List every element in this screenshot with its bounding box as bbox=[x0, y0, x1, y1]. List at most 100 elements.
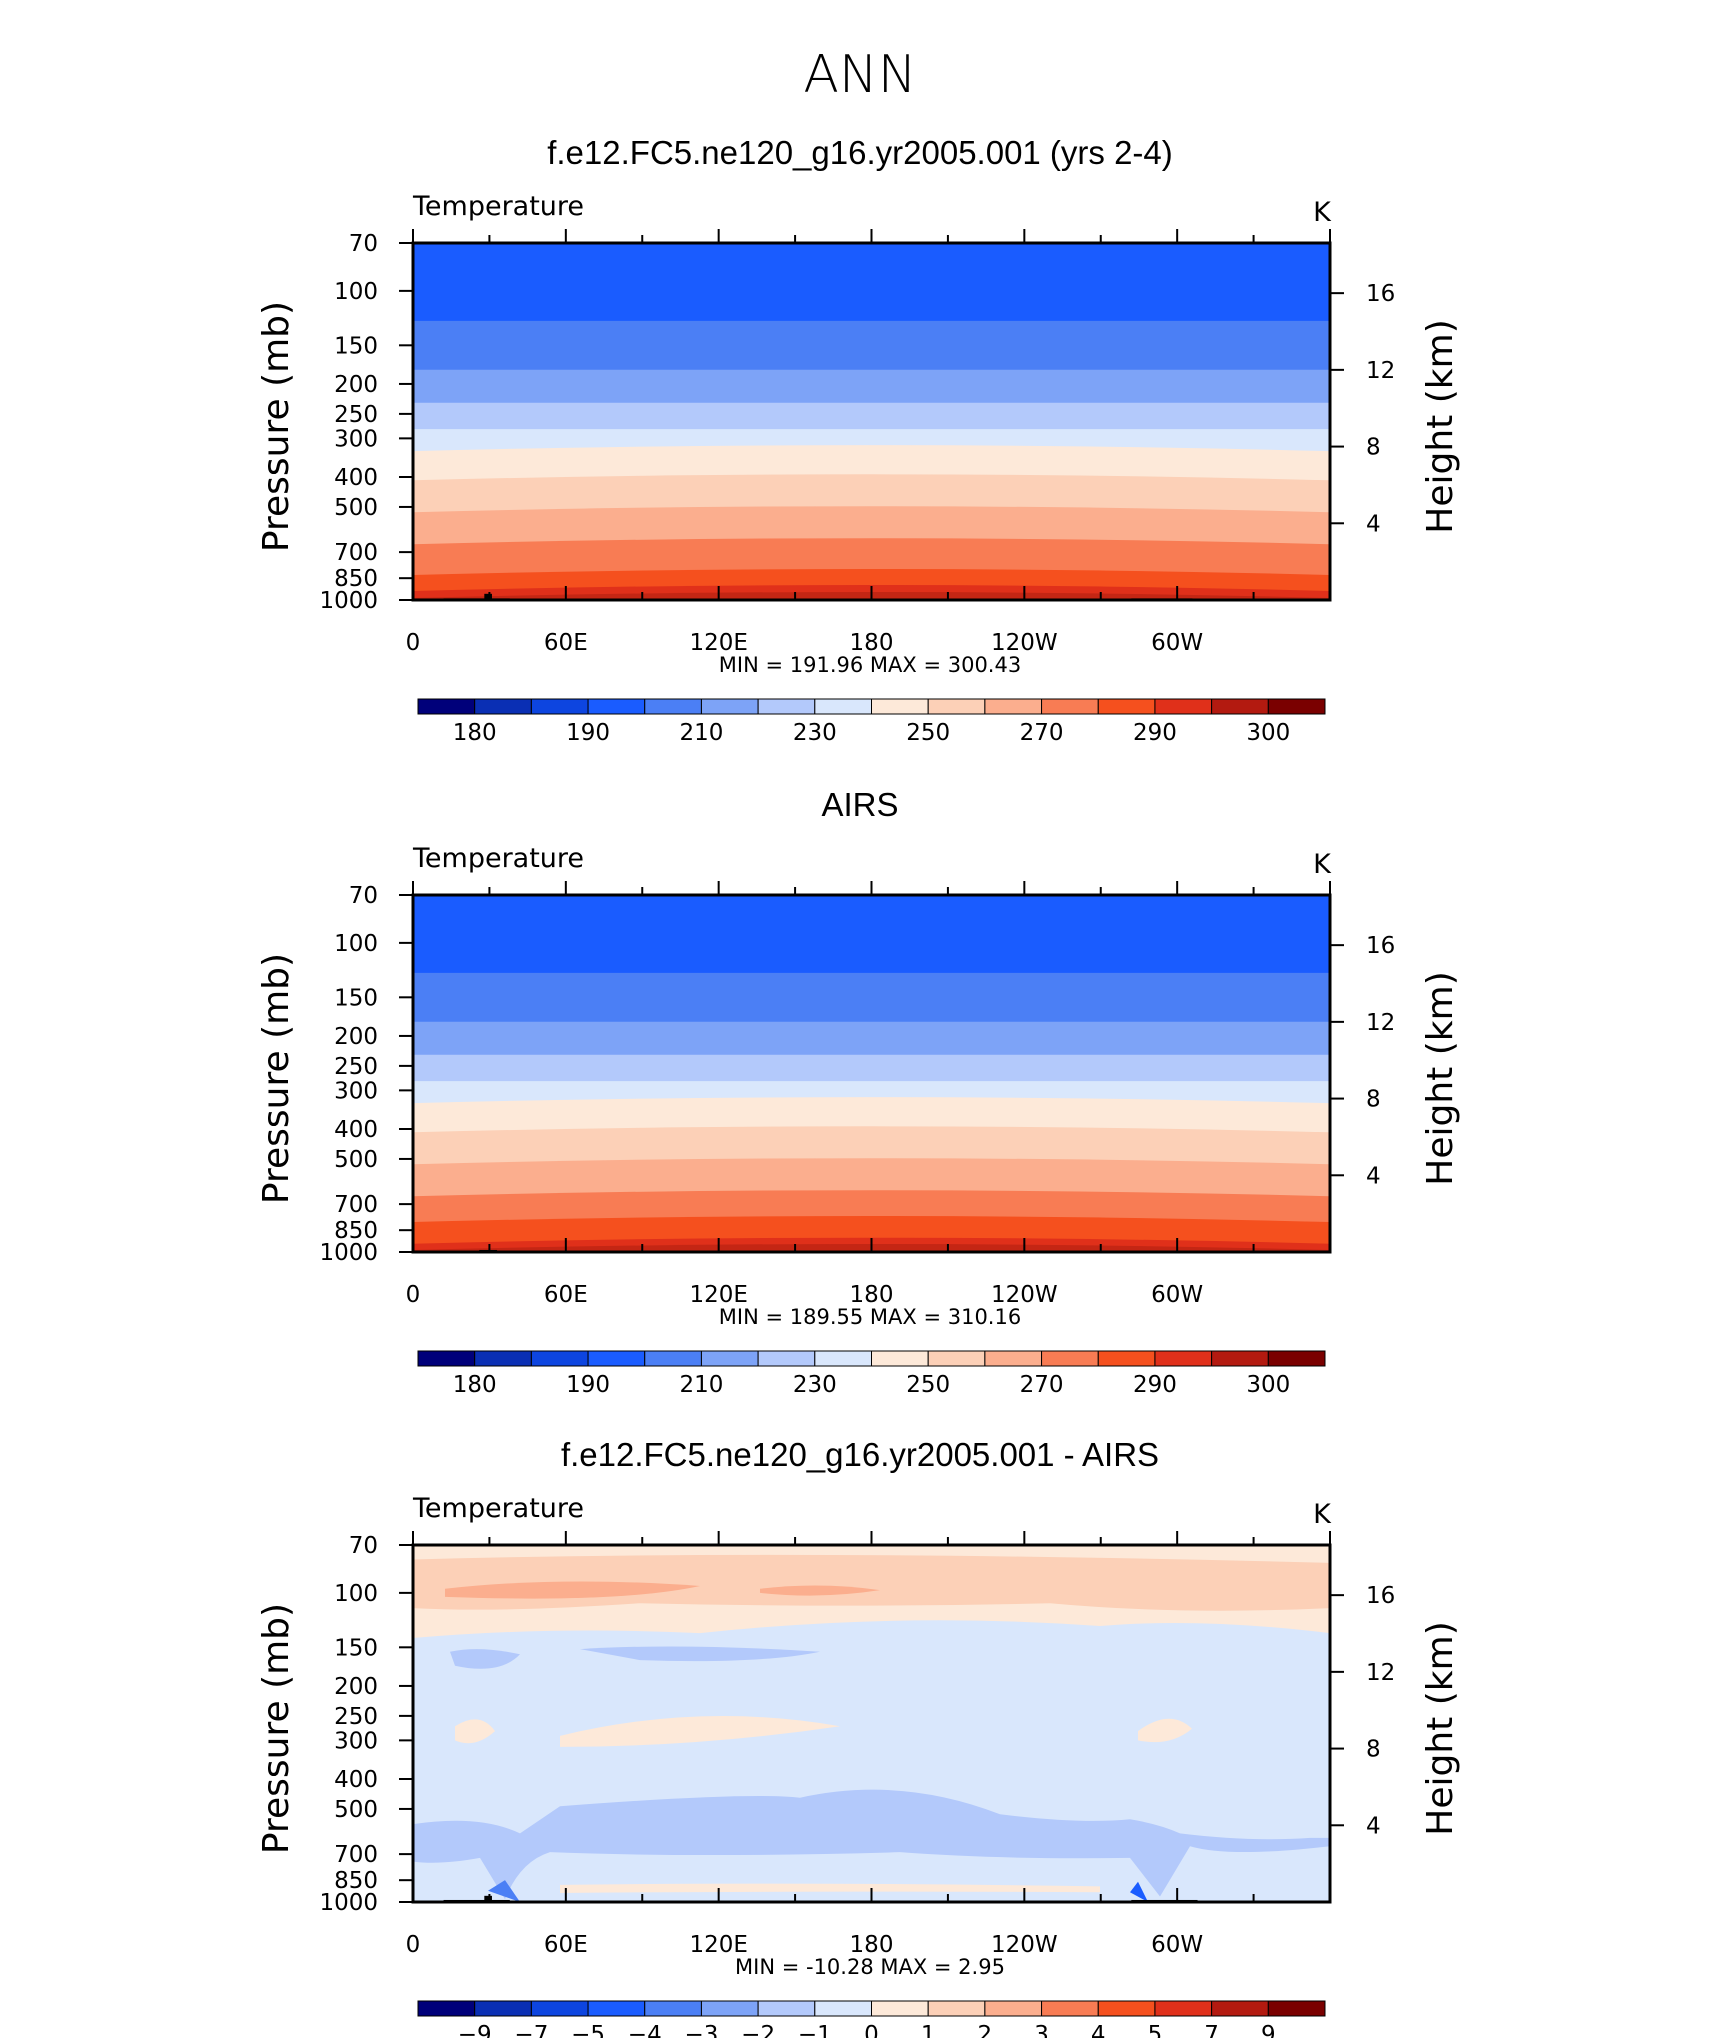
colorbar-label: 9 bbox=[1261, 2022, 1276, 2038]
panel-title: f.e12.FC5.ne120_g16.yr2005.001 (yrs 2-4) bbox=[547, 134, 1173, 171]
colorbar-swatch bbox=[1154, 2000, 1213, 2017]
contour-band bbox=[450, 1649, 520, 1669]
colorbar-swatch bbox=[814, 2000, 872, 2017]
y2-tick-label: 4 bbox=[1366, 511, 1381, 537]
colorbar-swatch bbox=[757, 1350, 816, 1367]
colorbar-swatch bbox=[530, 698, 589, 715]
colorbar-swatch bbox=[984, 1350, 1043, 1367]
colorbar-label: −4 bbox=[628, 2022, 662, 2038]
colorbar-label: 0 bbox=[864, 2022, 879, 2038]
x-tick-label: 120E bbox=[689, 630, 747, 656]
units-label: K bbox=[1313, 849, 1332, 880]
colorbar-swatch bbox=[1211, 698, 1269, 715]
colorbar-swatch bbox=[417, 2000, 476, 2017]
variable-label: Temperature bbox=[412, 843, 584, 874]
colorbar-swatch bbox=[587, 1350, 646, 1367]
topography-mask bbox=[484, 593, 492, 600]
x-tick-label: 120E bbox=[689, 1282, 747, 1308]
colorbar-label: −3 bbox=[684, 2022, 718, 2038]
colorbar-swatch bbox=[1267, 1350, 1326, 1367]
colorbar-label: 300 bbox=[1246, 720, 1290, 746]
y-tick-label: 200 bbox=[334, 1674, 378, 1700]
y-tick-label: 150 bbox=[334, 1635, 378, 1661]
y2-tick-label: 8 bbox=[1366, 435, 1381, 461]
colorbar-swatch bbox=[927, 1350, 986, 1367]
colorbar-label: 2 bbox=[978, 2022, 993, 2038]
colorbar-swatch bbox=[1211, 2000, 1269, 2017]
y2-tick-label: 8 bbox=[1366, 1087, 1381, 1113]
y-tick-label: 150 bbox=[334, 333, 378, 359]
colorbar-label: 210 bbox=[679, 720, 723, 746]
colorbar-label: 250 bbox=[906, 1372, 950, 1398]
colorbar-label: 230 bbox=[793, 1372, 837, 1398]
colorbar: −9 −7 −5 −4 −3 −2 −1 0 1 2 3 4 5 7 9 bbox=[417, 2000, 1326, 2038]
y2-tick-label: 16 bbox=[1366, 281, 1395, 307]
colorbar-swatch bbox=[1041, 2000, 1099, 2017]
colorbar-label: 1 bbox=[921, 2022, 936, 2038]
figure-title: ANN bbox=[803, 45, 916, 105]
y-tick-label: 200 bbox=[334, 1024, 378, 1050]
colorbar-swatch bbox=[814, 1350, 872, 1367]
colorbar-swatch bbox=[530, 1350, 589, 1367]
colorbar-label: 230 bbox=[793, 720, 837, 746]
units-label: K bbox=[1313, 197, 1332, 228]
x-tick-label: 180 bbox=[850, 630, 894, 656]
contour-band bbox=[445, 1581, 700, 1599]
colorbar-swatch bbox=[757, 2000, 816, 2017]
chart-panel-1: f.e12.FC5.ne120_g16.yr2005.001 (yrs 2-4)… bbox=[256, 134, 1461, 746]
y-tick-label: 70 bbox=[349, 231, 378, 257]
y-axis-label: Pressure (mb) bbox=[256, 1603, 297, 1854]
panel-title: f.e12.FC5.ne120_g16.yr2005.001 - AIRS bbox=[561, 1436, 1159, 1473]
y2-axis-label: Height (km) bbox=[1420, 971, 1461, 1185]
colorbar-swatch bbox=[1041, 698, 1099, 715]
colorbar-swatch bbox=[700, 2000, 759, 2017]
colorbar-swatch bbox=[871, 1350, 929, 1367]
colorbar-swatch bbox=[474, 698, 532, 715]
y-tick-label: 250 bbox=[334, 402, 378, 428]
y-tick-label: 1000 bbox=[319, 1890, 378, 1916]
y-tick-label: 400 bbox=[334, 465, 378, 491]
colorbar-swatch bbox=[530, 2000, 589, 2017]
colorbar-swatch bbox=[927, 2000, 986, 2017]
colorbar-swatch bbox=[587, 2000, 646, 2017]
y-tick-label: 100 bbox=[334, 279, 378, 305]
colorbar-swatch bbox=[587, 698, 646, 715]
contour-band bbox=[1130, 1881, 1148, 1902]
colorbar-swatch bbox=[474, 2000, 532, 2017]
y2-tick-label: 12 bbox=[1366, 1010, 1395, 1036]
colorbar-swatch bbox=[814, 698, 872, 715]
min-max-stats: MIN = -10.28 MAX = 2.95 bbox=[735, 1955, 1005, 1979]
contour-field bbox=[413, 1545, 1330, 1902]
y-tick-label: 400 bbox=[334, 1117, 378, 1143]
x-tick-label: 120W bbox=[991, 1932, 1058, 1958]
colorbar-label: −1 bbox=[798, 2022, 832, 2038]
colorbar-swatch bbox=[871, 2000, 929, 2017]
colorbar-swatch bbox=[1097, 1350, 1156, 1367]
x-tick-label: 120W bbox=[991, 630, 1058, 656]
colorbar-label: 290 bbox=[1133, 1372, 1177, 1398]
x-tick-label: 0 bbox=[406, 630, 421, 656]
x-tick-label: 180 bbox=[850, 1282, 894, 1308]
contour-band bbox=[760, 1585, 880, 1596]
contour-field bbox=[413, 243, 1330, 600]
colorbar-swatch bbox=[417, 1350, 476, 1367]
colorbar-label: 7 bbox=[1204, 2022, 1219, 2038]
y2-axis-label: Height (km) bbox=[1420, 319, 1461, 533]
colorbar-label: −5 bbox=[571, 2022, 605, 2038]
colorbar-label: 180 bbox=[453, 1372, 497, 1398]
variable-label: Temperature bbox=[412, 191, 584, 222]
colorbar-label: 180 bbox=[453, 720, 497, 746]
colorbar-swatch bbox=[644, 1350, 702, 1367]
contour-band bbox=[560, 1883, 1100, 1893]
x-tick-label: 60E bbox=[544, 1282, 588, 1308]
y-tick-label: 850 bbox=[334, 1218, 378, 1244]
colorbar-label: 250 bbox=[906, 720, 950, 746]
chart-panel-2: AIRS Temperature K 0 60E 120E 180 120W 60W 70 100 1… bbox=[256, 786, 1461, 1398]
y-tick-label: 700 bbox=[334, 540, 378, 566]
colorbar-swatch bbox=[1154, 1350, 1213, 1367]
y2-tick-label: 8 bbox=[1366, 1737, 1381, 1763]
y-axis-label: Pressure (mb) bbox=[256, 301, 297, 552]
min-max-stats: MIN = 189.55 MAX = 310.16 bbox=[719, 1305, 1021, 1329]
colorbar-swatch bbox=[644, 698, 702, 715]
